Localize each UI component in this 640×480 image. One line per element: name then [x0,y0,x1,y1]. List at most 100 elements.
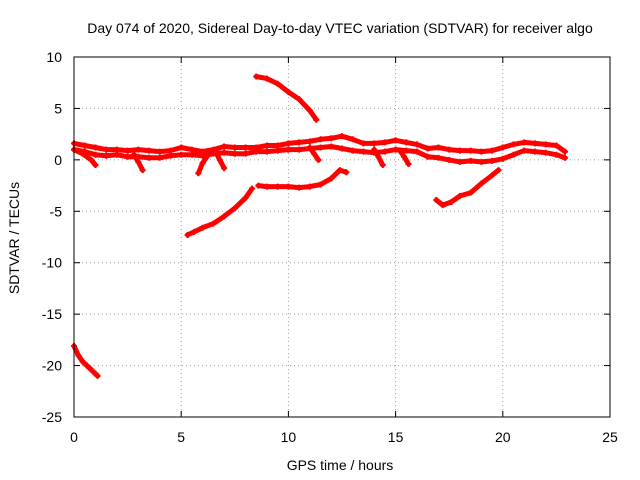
data-point [296,96,303,103]
y-tick-label: 5 [54,100,62,116]
data-point [199,224,206,231]
data-point [360,148,367,155]
data-point [448,199,455,206]
data-point [433,196,440,203]
series-high-arc [253,74,319,123]
data-point [242,144,249,151]
data-point [135,146,142,153]
data-point [317,181,324,188]
data-point [296,139,303,146]
y-tick-label: -5 [50,203,63,219]
series-early-drop [71,343,101,379]
data-point [306,138,313,145]
data-point [206,150,213,157]
data-point [317,144,324,151]
data-point [371,140,378,147]
data-point [103,152,110,159]
x-tick-label: 25 [602,429,618,445]
data-point [306,144,313,151]
data-point [521,147,528,154]
data-point [521,139,528,146]
data-point [435,154,442,161]
data-point [317,136,324,143]
data-point [221,149,228,156]
data-point [131,151,138,158]
data-point [92,144,99,151]
data-point [139,167,146,174]
data-point [349,147,356,154]
data-point [178,151,185,158]
data-point [255,182,262,189]
y-tick-label: 10 [46,49,62,65]
data-point [403,139,410,146]
data-point [313,116,320,123]
data-point [94,372,101,379]
data-point [167,152,174,159]
data-point [242,150,249,157]
data-point [349,136,356,143]
data-point [414,141,421,148]
y-tick-label: -25 [42,409,62,425]
data-point [75,352,82,359]
data-point [510,141,517,148]
data-point [178,144,185,151]
data-point [124,153,131,160]
data-point [231,150,238,157]
data-point [88,366,95,373]
data-point [156,154,163,161]
data-point [184,231,191,238]
data-point [467,189,474,196]
data-point [263,183,270,190]
data-point [531,140,538,147]
data-point [113,146,120,153]
data-point [296,184,303,191]
data-point [343,169,350,176]
chart-title: Day 074 of 2020, Sidereal Day-to-day VTE… [87,20,593,36]
data-point [375,153,382,160]
series-group [71,73,568,379]
data-point [315,156,322,163]
x-tick-labels: 0 5 10 15 20 25 [70,429,618,445]
data-point [456,158,463,165]
data-point [167,147,174,154]
data-point [210,220,217,227]
data-point [92,151,99,158]
data-point [113,151,120,158]
x-tick-label: 15 [388,429,404,445]
y-tick-label: -20 [42,358,62,374]
data-point [328,175,335,182]
data-point [478,158,485,165]
data-point [191,228,198,235]
data-point [553,151,560,158]
data-point [242,194,249,201]
data-point [274,183,281,190]
data-point [542,149,549,156]
data-point [103,146,110,153]
data-point [328,135,335,142]
y-tick-label: -15 [42,306,62,322]
data-point [456,192,463,199]
data-point [79,150,86,157]
data-point [392,137,399,144]
data-point [306,107,313,114]
data-point [414,148,421,155]
data-point [311,150,318,157]
data-point [285,140,292,147]
data-point [478,148,485,155]
data-point [339,145,345,152]
y-axis-label: SDTVAR / TECUs [6,182,22,294]
data-point [489,172,496,179]
data-point [285,88,292,95]
data-point [221,165,228,172]
series-mid-flat [255,167,349,191]
data-point [81,142,88,149]
data-point [253,73,260,80]
data-point [306,183,313,190]
data-point [199,159,206,166]
data-point [231,144,238,151]
data-point [221,213,228,220]
data-point [499,155,506,162]
data-point [424,153,431,160]
data-point [285,183,292,190]
data-point [424,145,431,152]
